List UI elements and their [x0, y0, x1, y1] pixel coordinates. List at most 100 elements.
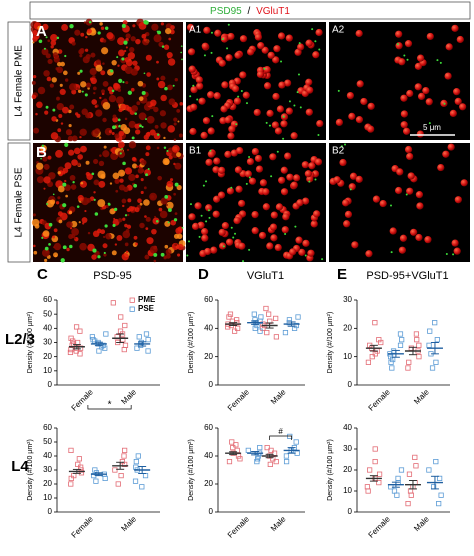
data-point	[226, 458, 233, 465]
blob	[137, 198, 142, 203]
blob	[160, 122, 167, 129]
bouton	[238, 242, 246, 250]
bouton	[301, 161, 309, 169]
blob	[53, 228, 58, 233]
blob	[44, 110, 49, 115]
blob	[113, 217, 116, 220]
green-dot	[349, 188, 352, 191]
blob	[75, 112, 79, 116]
legend-label: PSE	[138, 304, 155, 313]
blob	[71, 135, 78, 142]
bouton	[275, 203, 284, 211]
blob	[43, 163, 50, 170]
blob	[103, 253, 107, 257]
data-point	[143, 331, 150, 337]
blob	[41, 48, 49, 56]
blob	[138, 112, 147, 121]
data-point	[118, 314, 124, 320]
blob	[170, 219, 177, 226]
blob	[69, 104, 75, 110]
green-dot	[117, 118, 121, 122]
blob	[92, 230, 100, 238]
bouton	[333, 176, 341, 184]
blob	[57, 171, 61, 175]
blob	[47, 155, 52, 160]
blob	[177, 243, 184, 251]
bouton	[224, 150, 232, 158]
bouton	[335, 118, 343, 126]
bouton	[247, 48, 255, 56]
bouton	[406, 187, 414, 195]
data-point	[372, 351, 378, 357]
significance-mark: *	[108, 400, 112, 411]
data-point	[438, 492, 444, 498]
data-point	[365, 488, 371, 494]
green-dot	[60, 258, 65, 263]
blob	[57, 128, 62, 133]
bouton	[251, 147, 259, 156]
bouton	[307, 249, 315, 257]
row-label: L4 Female PME	[14, 45, 25, 117]
green-dot	[64, 142, 69, 147]
blob	[86, 173, 93, 180]
data-point	[234, 317, 240, 323]
blob	[154, 215, 157, 218]
green-dot	[111, 89, 115, 93]
blob	[98, 180, 106, 188]
bouton	[189, 127, 197, 136]
header-box	[29, 1, 471, 20]
green-dot	[196, 98, 199, 101]
legend-label: PME	[138, 295, 156, 304]
data-point	[412, 454, 418, 461]
blob	[125, 46, 128, 49]
green-dot	[46, 203, 49, 206]
blob	[131, 105, 138, 112]
bouton	[367, 125, 375, 133]
bouton	[415, 191, 424, 199]
blob	[81, 217, 88, 223]
blob	[117, 64, 120, 67]
bouton	[351, 241, 359, 249]
significance-mark: #	[278, 427, 283, 436]
bouton	[422, 87, 430, 95]
bouton	[306, 86, 314, 94]
bouton	[314, 158, 323, 166]
green-dot	[242, 260, 245, 263]
bouton	[449, 109, 457, 117]
bouton	[404, 40, 413, 48]
data-point	[73, 324, 80, 330]
y-tick-label: 20	[343, 465, 352, 474]
bouton	[259, 179, 268, 187]
data-point	[283, 453, 290, 459]
blob	[56, 66, 64, 74]
data-point	[76, 456, 82, 462]
blob	[37, 25, 42, 31]
bouton	[453, 247, 461, 255]
green-dot	[240, 89, 243, 92]
blob	[93, 158, 99, 165]
data-point	[115, 481, 121, 487]
x-tick-label: Male	[119, 387, 138, 406]
blob	[57, 211, 63, 217]
y-tick-label: 60	[204, 423, 213, 432]
green-dot	[45, 105, 49, 109]
blob	[106, 32, 114, 40]
green-dot	[173, 218, 178, 222]
green-dot	[127, 90, 132, 95]
bouton	[207, 91, 215, 99]
blob	[141, 33, 147, 39]
blob	[83, 21, 86, 24]
blob	[104, 127, 113, 136]
bouton	[213, 92, 221, 100]
bouton	[186, 23, 195, 31]
blob	[67, 135, 74, 142]
bouton	[270, 211, 278, 219]
blob	[45, 53, 51, 59]
blob	[42, 230, 50, 237]
bouton	[415, 233, 423, 242]
blob	[71, 159, 78, 166]
bouton	[239, 35, 248, 43]
blob	[122, 204, 125, 208]
blob	[76, 87, 79, 90]
